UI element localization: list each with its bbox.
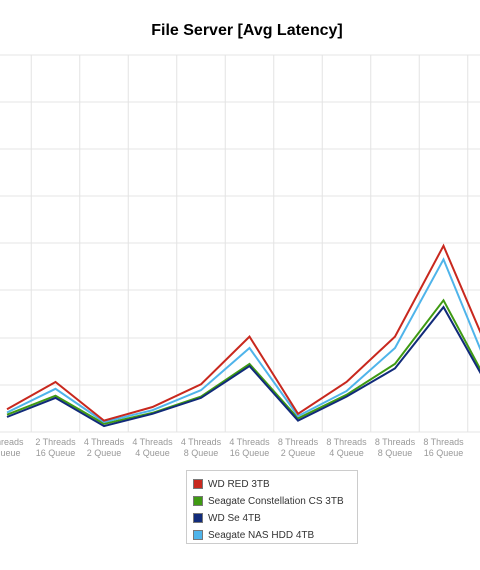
legend-swatch [193, 530, 203, 540]
series-line-3 [6, 257, 480, 424]
x-tick-label: 2 Threads 16 Queue [35, 437, 76, 458]
legend-item: WD Se 4TB [193, 510, 351, 526]
series-lines [6, 243, 480, 428]
legend-item: Seagate Constellation CS 3TB [193, 493, 351, 509]
x-tick-label: 8 Threads 4 Queue [326, 437, 367, 458]
legend-swatch [193, 479, 203, 489]
legend-item: WD RED 3TB [193, 476, 351, 492]
legend-swatch [193, 513, 203, 523]
x-tick-label: 4 Threads 2 Queue [84, 437, 125, 458]
legend-swatch [193, 496, 203, 506]
x-tick-label: 4 Threads 4 Queue [132, 437, 173, 458]
x-tick-label: 4 Threads 16 Queue [229, 437, 270, 458]
legend: WD RED 3TB Seagate Constellation CS 3TB WD… [186, 470, 358, 544]
series-line-0 [6, 243, 480, 422]
x-tick-label: 8 Threads 16 Queue [423, 437, 464, 458]
x-tick-label: 8 Threads 8 Queue [375, 437, 416, 458]
legend-label: Seagate Constellation CS 3TB [208, 495, 344, 507]
legend-label: Seagate NAS HDD 4TB [208, 529, 315, 541]
x-tick-label: ThreadsQueue [0, 437, 24, 458]
series-line-2 [6, 305, 480, 428]
x-tick-label: 8 Threads 2 Queue [278, 437, 319, 458]
chart-title: File Server [Avg Latency] [151, 22, 342, 39]
x-tick-label: 4 Threads 8 Queue [181, 437, 222, 458]
legend-item: Seagate NAS HDD 4TB [193, 527, 351, 543]
series-line-1 [6, 298, 480, 425]
legend-label: WD Se 4TB [208, 512, 261, 524]
legend-label: WD RED 3TB [208, 478, 270, 490]
grid-lines [0, 54, 480, 433]
